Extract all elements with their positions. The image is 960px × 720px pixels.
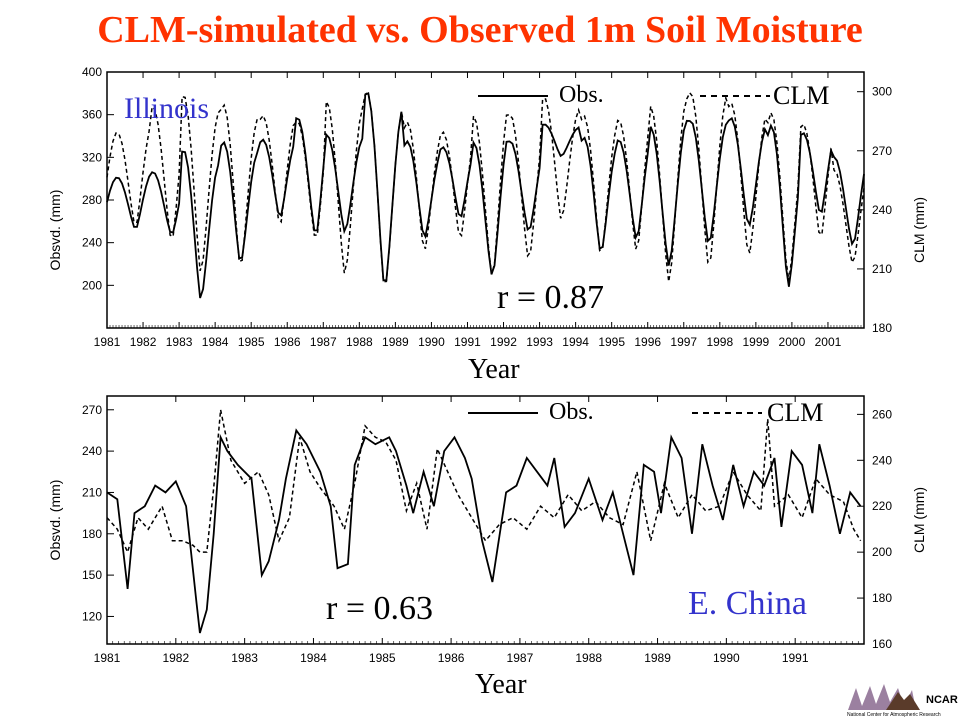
- series-clm-line: [106, 91, 865, 283]
- series-layer: [106, 91, 865, 299]
- y-right-tick-label-260: 260: [872, 407, 892, 421]
- x-tick-label-1998: 1998: [706, 335, 733, 349]
- y-left-tick-label-150: 150: [82, 568, 102, 582]
- x-tick-label-1996: 1996: [634, 335, 661, 349]
- x-axis-title: Year: [475, 669, 527, 700]
- series-obs-line: [106, 428, 862, 634]
- y-axis-title-left: Obsvd. (mm): [47, 190, 63, 271]
- x-tick-label-1991: 1991: [454, 335, 481, 349]
- y-left-tick-label-180: 180: [82, 527, 102, 541]
- x-tick-label-1985: 1985: [238, 335, 265, 349]
- y-left-tick-label-320: 320: [82, 150, 102, 164]
- y-right-tick-label-200: 200: [872, 545, 892, 559]
- chart-illinois: 1981 1982 1983 1984 1985 1986 1987 1988 1989 1990…: [47, 65, 927, 385]
- x-tick-label-1985: 1985: [369, 651, 396, 665]
- region-label: Illinois: [124, 92, 209, 125]
- y-left-tick-label-240: 240: [82, 236, 102, 250]
- axes-layer: 1981 1982 1983 1984 1985 1986 1987 1988 1989 1990…: [82, 65, 892, 349]
- y-left-tick-label-200: 200: [82, 278, 102, 292]
- y-axis-title-right: CLM (mm): [911, 197, 927, 263]
- y-left-tick-label-360: 360: [82, 108, 102, 122]
- y-right-tick-label-300: 300: [872, 85, 892, 99]
- x-tick-label-1992: 1992: [490, 335, 517, 349]
- legend: Obs. CLM: [478, 81, 829, 110]
- chart-east-china: 1981 1982 1983 1984 1985 1986 1987 1988 1989 1990…: [47, 395, 927, 700]
- x-tick-label-1990: 1990: [418, 335, 445, 349]
- ncar-logo: [848, 684, 920, 710]
- series-layer: [106, 409, 862, 634]
- logo-mountain: [886, 692, 920, 710]
- legend-clm-label: CLM: [767, 398, 823, 427]
- legend-obs-label: Obs.: [559, 82, 604, 108]
- slide-title: CLM-simulated vs. Observed 1m Soil Moist…: [97, 9, 863, 51]
- x-tick-label-1987: 1987: [507, 651, 534, 665]
- y-axis-title-right: CLM (mm): [911, 487, 927, 553]
- x-tick-label-1995: 1995: [598, 335, 625, 349]
- x-tick-label-1988: 1988: [346, 335, 373, 349]
- y-left-tick-label-280: 280: [82, 193, 102, 207]
- y-right-tick-label-180: 180: [872, 321, 892, 335]
- y-left-tick-label-120: 120: [82, 609, 102, 623]
- x-tick-label-1989: 1989: [644, 651, 671, 665]
- y-right-tick-label-270: 270: [872, 144, 892, 158]
- x-tick-label-1988: 1988: [575, 651, 602, 665]
- legend-clm-label: CLM: [773, 81, 829, 110]
- y-right-tick-label-160: 160: [872, 637, 892, 651]
- axes-layer: 1981 1982 1983 1984 1985 1986 1987 1988 1989 1990…: [82, 396, 892, 665]
- x-tick-label-1984: 1984: [300, 651, 327, 665]
- y-left-tick-label-240: 240: [82, 444, 102, 458]
- x-tick-label-1994: 1994: [562, 335, 589, 349]
- y-right-tick-label-240: 240: [872, 203, 892, 217]
- logo-subtitle: National Center for Atmospheric Research: [847, 712, 941, 718]
- x-tick-label-1981: 1981: [94, 651, 121, 665]
- y-right-tick-label-220: 220: [872, 499, 892, 513]
- x-tick-label-1983: 1983: [166, 335, 193, 349]
- x-tick-label-1989: 1989: [382, 335, 409, 349]
- x-axis-title: Year: [468, 354, 520, 385]
- correlation-label: r = 0.63: [326, 590, 433, 627]
- x-tick-label-1984: 1984: [202, 335, 229, 349]
- y-right-tick-label-180: 180: [872, 591, 892, 605]
- x-tick-label-1986: 1986: [438, 651, 465, 665]
- x-tick-label-2001: 2001: [815, 335, 842, 349]
- x-tick-label-2000: 2000: [779, 335, 806, 349]
- y-right-tick-label-210: 210: [872, 262, 892, 276]
- series-clm-line: [106, 409, 862, 555]
- y-axis-title-left: Obsvd. (mm): [47, 480, 63, 561]
- legend: Obs. CLM: [468, 398, 823, 427]
- x-tick-label-1982: 1982: [130, 335, 157, 349]
- x-tick-label-1997: 1997: [670, 335, 697, 349]
- x-tick-label-1982: 1982: [162, 651, 189, 665]
- y-left-tick-label-400: 400: [82, 65, 102, 79]
- x-tick-label-1986: 1986: [274, 335, 301, 349]
- x-tick-label-1983: 1983: [231, 651, 258, 665]
- x-tick-label-1987: 1987: [310, 335, 337, 349]
- y-right-tick-label-240: 240: [872, 453, 892, 467]
- y-left-tick-label-270: 270: [82, 403, 102, 417]
- x-tick-label-1981: 1981: [94, 335, 121, 349]
- x-tick-label-1999: 1999: [743, 335, 770, 349]
- region-label: E. China: [688, 585, 807, 622]
- x-tick-label-1993: 1993: [526, 335, 553, 349]
- logo-text: NCAR: [926, 694, 958, 706]
- x-tick-label-1990: 1990: [713, 651, 740, 665]
- x-tick-label-1991: 1991: [782, 651, 809, 665]
- legend-obs-label: Obs.: [549, 399, 594, 425]
- series-obs-line: [106, 92, 865, 299]
- correlation-label: r = 0.87: [497, 279, 604, 316]
- y-left-tick-label-210: 210: [82, 485, 102, 499]
